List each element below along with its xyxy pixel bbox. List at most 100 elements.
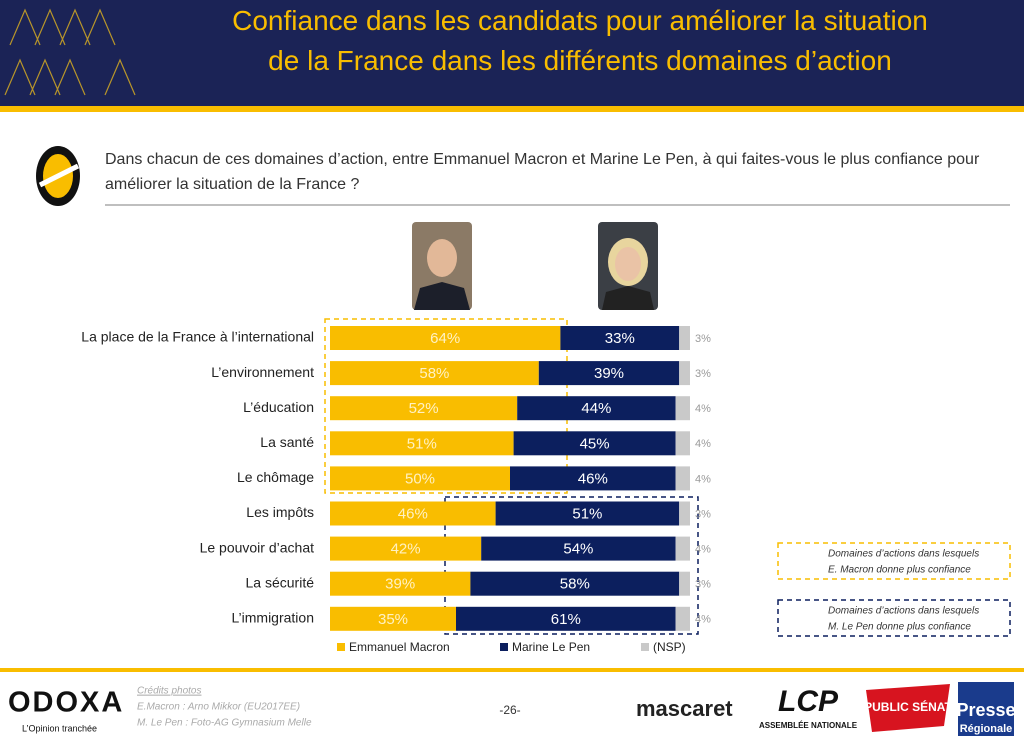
value-label: 4% <box>695 544 711 556</box>
bar-segment <box>330 466 510 491</box>
value-label: 58% <box>419 365 449 382</box>
value-label: 46% <box>398 505 428 522</box>
lepen-group-box <box>444 496 699 635</box>
bar-segment <box>675 536 690 561</box>
partner-logo: LCP <box>778 685 839 718</box>
value-label: 50% <box>405 470 435 487</box>
value-label: 3% <box>695 368 711 380</box>
bar-segment <box>330 571 471 596</box>
value-label: 35% <box>378 611 408 628</box>
partner-logo: mascaret <box>636 696 733 721</box>
value-label: 4% <box>695 473 711 485</box>
header-pattern <box>4 8 136 96</box>
category-label: Le chômage <box>237 469 314 485</box>
odoxa-icon <box>36 146 80 206</box>
bar-segment <box>675 466 690 491</box>
credit: M. Le Pen : Foto-AG Gymnasium Melle <box>137 718 312 729</box>
value-label: 51% <box>407 435 437 452</box>
value-label: 44% <box>581 400 611 417</box>
legend-swatch <box>337 643 345 651</box>
value-label: 54% <box>563 541 593 558</box>
bar-segment <box>495 501 680 526</box>
value-label: 46% <box>578 470 608 487</box>
category-label: L’immigration <box>232 610 314 626</box>
bar-segment <box>510 466 676 491</box>
bar-segment <box>679 501 690 526</box>
bar-segment <box>679 571 690 596</box>
value-label: 4% <box>695 403 711 415</box>
category-label: Les impôts <box>246 504 314 520</box>
bar-segment <box>517 396 676 421</box>
bar-segment <box>330 326 561 350</box>
legend-label: Emmanuel Macron <box>349 640 450 654</box>
question: Dans chacun de ces domaines d’action, en… <box>105 151 980 193</box>
bar-segment <box>679 361 690 386</box>
note-text: M. Le Pen donne plus confiance <box>828 622 971 633</box>
note-box <box>777 599 1011 637</box>
legend-label: Marine Le Pen <box>512 640 590 654</box>
photo-macron <box>412 222 472 310</box>
category-label: L’environnement <box>211 364 314 380</box>
title-line: Confiance dans les candidats pour amélio… <box>232 5 928 36</box>
tagline: L’Opinion tranchée <box>22 723 97 733</box>
partner-logo: Régionale <box>960 723 1013 735</box>
bar-segment <box>560 326 680 350</box>
category-label: La santé <box>260 434 314 450</box>
value-label: 33% <box>605 330 635 347</box>
legend-swatch <box>500 643 508 651</box>
value-label: 4% <box>695 614 711 626</box>
category-label: Le pouvoir d’achat <box>200 539 315 555</box>
note-text: Domaines d’actions dans lesquels <box>828 549 979 560</box>
bar-segment <box>481 536 676 561</box>
title-line: de la France dans les différents domaine… <box>268 45 892 76</box>
bar-segment <box>330 431 514 456</box>
value-label: 64% <box>430 330 460 347</box>
bar-segment <box>330 396 518 421</box>
bar-segment <box>675 606 690 631</box>
header-band <box>0 0 1024 106</box>
value-label: 39% <box>594 365 624 382</box>
partner-badge <box>866 684 950 732</box>
legend-label: (NSP) <box>653 640 686 654</box>
footer-stripe <box>0 668 1024 672</box>
bar-segment <box>470 571 680 596</box>
bar-segment <box>330 501 496 526</box>
brand: ODOXA <box>8 687 124 719</box>
value-label: 3% <box>695 508 711 520</box>
bar-segment <box>679 326 690 350</box>
credits-title: Crédits photos <box>137 686 201 697</box>
bar-segment <box>456 606 676 631</box>
value-label: 42% <box>391 541 421 558</box>
value-label: 3% <box>695 579 711 591</box>
bar-segment <box>330 606 456 631</box>
credit: E.Macron : Arno Mikkor (EU2017EE) <box>137 702 300 713</box>
partner-logo: ASSEMBLÉE NATIONALE <box>759 721 858 730</box>
bar-segment <box>513 431 676 456</box>
value-label: 61% <box>551 611 581 628</box>
bar-segment <box>675 431 690 456</box>
partner-logo: Presse <box>956 700 1015 720</box>
value-label: 45% <box>580 435 610 452</box>
bar-segment <box>330 361 539 386</box>
value-label: 51% <box>572 505 602 522</box>
photo-lepen <box>598 222 658 310</box>
partner-logo: PUBLIC SÉNAT <box>864 699 952 714</box>
category-label: La place de la France à l’international <box>81 329 314 345</box>
value-label: 3% <box>695 333 711 345</box>
page-number: -26- <box>499 703 520 717</box>
category-label: L’éducation <box>243 399 314 415</box>
value-label: 52% <box>409 400 439 417</box>
note-text: Domaines d’actions dans lesquels <box>828 606 979 617</box>
partner-badge <box>958 682 1014 736</box>
value-label: 39% <box>385 576 415 593</box>
note-box <box>777 542 1011 580</box>
bar-segment <box>330 536 482 561</box>
category-label: La sécurité <box>246 574 315 590</box>
legend-swatch <box>641 643 649 651</box>
header-stripe <box>0 106 1024 112</box>
value-label: 4% <box>695 438 711 450</box>
bar-segment <box>538 361 680 386</box>
value-label: 58% <box>560 576 590 593</box>
